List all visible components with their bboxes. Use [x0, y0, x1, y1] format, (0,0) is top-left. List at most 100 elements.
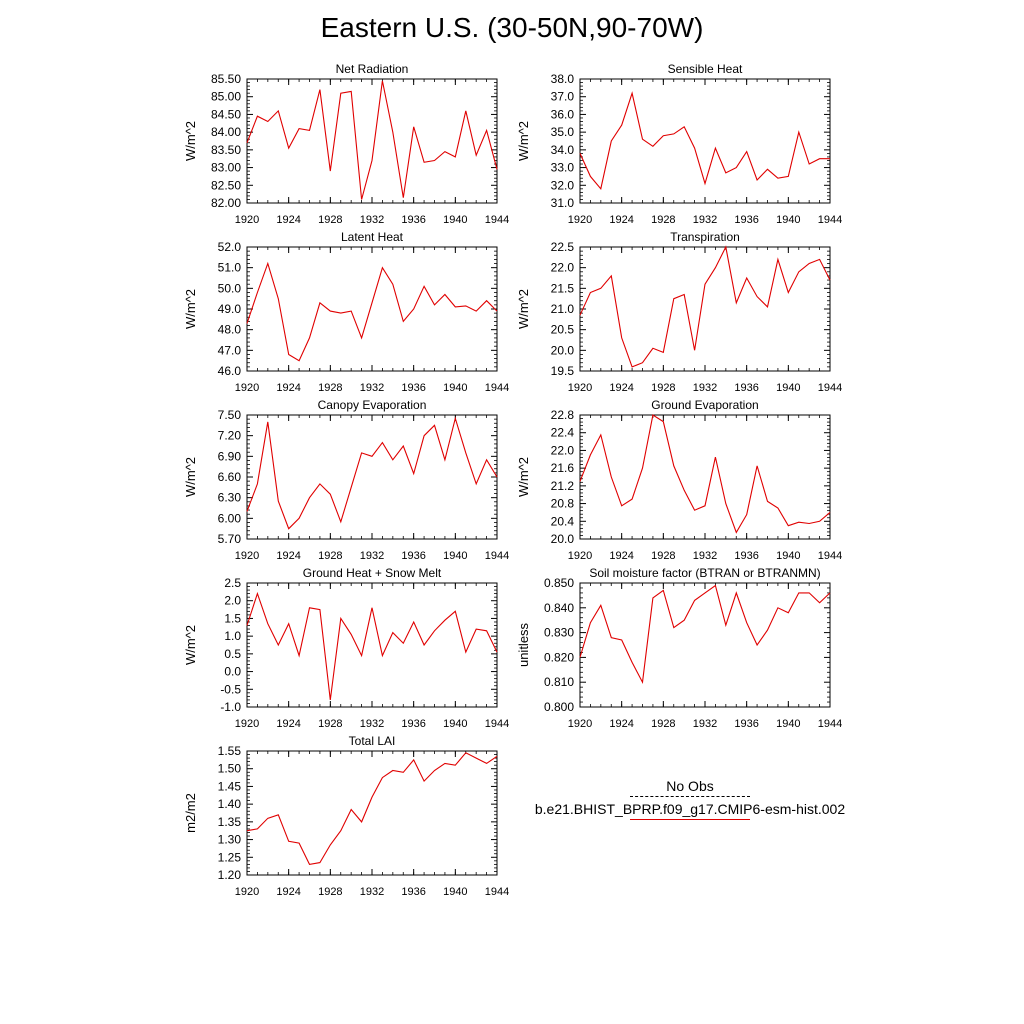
panel-net-radiation: Net Radiation W/m^2 1920 1924 1928 1932 1936 19… — [183, 62, 509, 226]
y-tick-label: 6.60 — [218, 470, 242, 484]
panel-transpiration: Transpiration W/m^2 1920 1924 1928 1932 1936 19… — [516, 230, 842, 394]
y-tick-label: 6.00 — [218, 511, 242, 525]
x-tick-label: 1928 — [318, 550, 342, 562]
y-tick-label: 48.0 — [218, 323, 242, 337]
y-tick-label: 34.0 — [551, 143, 575, 157]
y-tick-label: 1.25 — [218, 850, 242, 864]
series-line-ground-heat-snow-melt — [246, 591, 498, 700]
series-line-canopy-evaporation — [246, 416, 498, 530]
legend-obs-line — [630, 796, 750, 797]
y-tick-label: 1.0 — [224, 629, 241, 643]
x-tick-label: 1924 — [609, 550, 633, 562]
y-tick-label: 0.5 — [224, 647, 241, 661]
x-tick-label: 1936 — [734, 718, 758, 730]
y-tick-label: 84.50 — [211, 107, 241, 121]
y-tick-label: 22.0 — [551, 443, 575, 457]
y-tick-label: 38.0 — [551, 72, 575, 86]
x-tick-label: 1920 — [568, 382, 592, 394]
plot-frame-latent-heat — [246, 246, 498, 372]
y-tick-label: 20.0 — [551, 343, 575, 357]
y-axis-label-canopy-evaporation: W/m^2 — [183, 457, 198, 497]
y-tick-label: 1.30 — [218, 833, 242, 847]
y-tick-label: 2.0 — [224, 594, 241, 608]
x-tick-label: 1944 — [485, 886, 509, 898]
y-tick-label: 22.0 — [551, 261, 575, 275]
panel-total-lai: Total LAI m2/m2 1920 1924 1928 1932 1936 1940 19… — [183, 734, 509, 898]
x-tick-label: 1944 — [818, 718, 842, 730]
y-tick-label: 20.4 — [551, 514, 575, 528]
x-tick-label: 1920 — [568, 550, 592, 562]
y-tick-label: 0.830 — [544, 626, 574, 640]
y-tick-label: 83.50 — [211, 143, 241, 157]
y-tick-label: 20.8 — [551, 497, 575, 511]
y-tick-label: 84.00 — [211, 125, 241, 139]
x-tick-label: 1932 — [360, 718, 384, 730]
x-tick-label: 1936 — [401, 718, 425, 730]
y-tick-label: 85.50 — [211, 72, 241, 86]
x-tick-label: 1924 — [276, 382, 300, 394]
plot-frame-net-radiation — [246, 78, 498, 204]
plot-frame-transpiration — [579, 246, 831, 372]
legend: No Obs b.e21.BHIST_BPRP.f09_g17.CMIP6-es… — [520, 778, 860, 824]
x-tick-label: 1936 — [734, 214, 758, 226]
x-tick-label: 1944 — [485, 214, 509, 226]
x-tick-label: 1940 — [443, 382, 467, 394]
x-tick-label: 1940 — [443, 550, 467, 562]
y-tick-label: 0.0 — [224, 665, 241, 679]
y-tick-label: 1.50 — [218, 762, 242, 776]
legend-obs-label: No Obs — [666, 778, 714, 794]
y-tick-label: 7.20 — [218, 429, 242, 443]
x-tick-label: 1924 — [609, 214, 633, 226]
y-tick-label: 21.5 — [551, 281, 575, 295]
series-line-latent-heat — [246, 261, 498, 362]
x-tick-label: 1932 — [693, 550, 717, 562]
y-tick-label: -0.5 — [220, 682, 241, 696]
x-tick-label: 1920 — [568, 718, 592, 730]
series-line-total-lai — [246, 752, 498, 866]
x-tick-label: 1932 — [360, 214, 384, 226]
y-tick-label: 22.4 — [551, 426, 575, 440]
y-tick-label: 49.0 — [218, 302, 242, 316]
panel-title-ground-heat-snow-melt: Ground Heat + Snow Melt — [303, 566, 442, 580]
series-line-transpiration — [579, 245, 831, 368]
x-tick-label: 1936 — [734, 550, 758, 562]
y-tick-label: 5.70 — [218, 532, 242, 546]
x-tick-label: 1940 — [776, 214, 800, 226]
x-tick-label: 1932 — [360, 886, 384, 898]
x-tick-label: 1924 — [276, 550, 300, 562]
panel-title-latent-heat: Latent Heat — [341, 230, 404, 244]
y-tick-label: 46.0 — [218, 364, 242, 378]
y-tick-label: 19.5 — [551, 364, 575, 378]
series-line-ground-evaporation — [579, 414, 831, 534]
y-tick-label: 51.0 — [218, 261, 242, 275]
panel-title-ground-evaporation: Ground Evaporation — [651, 398, 758, 412]
plot-frame-ground-heat-snow-melt — [246, 582, 498, 708]
panel-ground-evaporation: Ground Evaporation W/m^2 1920 1924 1928 1932 1… — [516, 398, 842, 562]
y-tick-label: 0.810 — [544, 675, 574, 689]
y-tick-label: 6.90 — [218, 449, 242, 463]
y-tick-label: 37.0 — [551, 90, 575, 104]
x-tick-label: 1940 — [776, 550, 800, 562]
x-tick-label: 1924 — [276, 886, 300, 898]
y-tick-label: 31.0 — [551, 196, 575, 210]
x-tick-label: 1936 — [401, 550, 425, 562]
panel-title-canopy-evaporation: Canopy Evaporation — [318, 398, 427, 412]
panel-canopy-evaporation: Canopy Evaporation W/m^2 1920 1924 1928 1932 1… — [183, 398, 509, 562]
y-axis-label-ground-heat-snow-melt: W/m^2 — [183, 625, 198, 665]
x-tick-label: 1940 — [776, 718, 800, 730]
x-tick-label: 1932 — [693, 214, 717, 226]
x-tick-label: 1920 — [235, 718, 259, 730]
y-tick-label: 20.0 — [551, 532, 575, 546]
x-tick-label: 1944 — [818, 550, 842, 562]
panel-title-total-lai: Total LAI — [349, 734, 396, 748]
y-tick-label: 21.6 — [551, 461, 575, 475]
x-tick-label: 1920 — [235, 886, 259, 898]
y-axis-label-total-lai: m2/m2 — [183, 793, 198, 833]
y-tick-label: 82.00 — [211, 196, 241, 210]
x-tick-label: 1940 — [776, 382, 800, 394]
x-tick-label: 1928 — [651, 550, 675, 562]
x-tick-label: 1928 — [318, 214, 342, 226]
x-tick-label: 1924 — [276, 718, 300, 730]
y-tick-label: -1.0 — [220, 700, 241, 714]
y-tick-label: 0.820 — [544, 650, 574, 664]
